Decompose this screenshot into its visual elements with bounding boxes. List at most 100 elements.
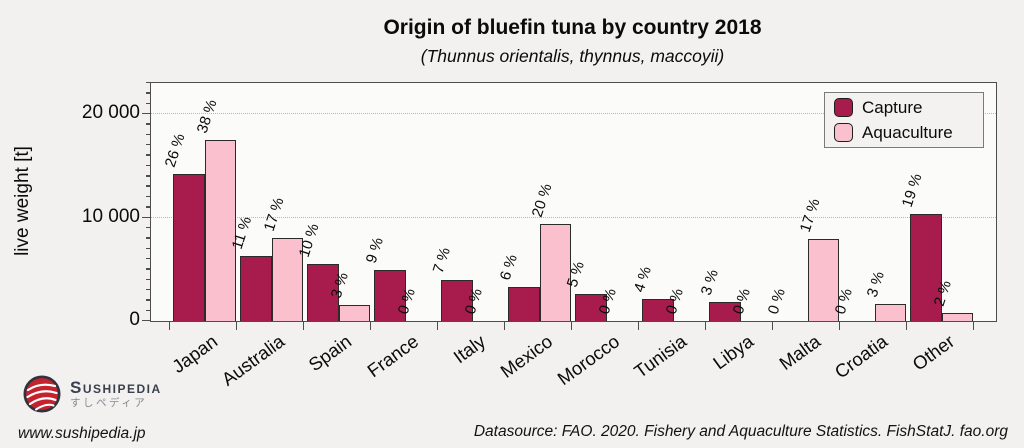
bar-capture-morocco [575,294,607,321]
bar-capture-libya [709,301,741,321]
y-minor-tick-6000 [145,257,150,260]
y-tick-label-10000: 10 000 [81,205,140,227]
x-group-tick-3 [370,322,372,330]
percent-label-aquaculture-croatia: 3 % [863,269,888,300]
bar-aquaculture-australia [271,238,303,321]
x-group-tick-1 [236,322,238,330]
y-minor-tick-22000 [145,92,150,94]
x-group-tick-5 [504,322,506,330]
x-label-mexico: Mexico [495,330,556,382]
chart-title: Origin of bluefin tuna by country 2018 [383,16,762,39]
legend: Capture Aquaculture [824,92,984,148]
y-minor-tick-19000 [145,123,150,125]
legend-label-aquaculture: Aquaculture [862,123,953,142]
x-label-malta: Malta [774,330,824,374]
bar-capture-australia [240,255,272,321]
y-major-tick-20000 [142,113,150,115]
legend-item-aquaculture: Aquaculture [825,122,983,144]
x-label-spain: Spain [304,330,355,376]
y-minor-tick-11000 [145,206,150,208]
x-label-australia: Australia [217,330,288,390]
y-major-tick-10000 [142,216,150,218]
percent-label-aquaculture-libya: 0 % [729,286,754,317]
capture-swatch [834,98,853,117]
y-major-tick-0 [142,320,150,322]
y-minor-tick-3000 [145,288,150,291]
y-minor-tick-8000 [145,237,150,239]
x-group-tick-10 [839,322,841,330]
bar-aquaculture-malta [807,239,839,321]
bar-capture-japan [173,173,205,321]
y-minor-tick-14000 [145,175,150,177]
website-url: www.sushipedia.jp [18,425,146,442]
percent-label-aquaculture-malta: 17 % [796,196,824,235]
percent-label-capture-japan: 26 % [161,131,189,169]
x-label-tunisia: Tunisia [629,330,690,383]
x-label-france: France [362,330,422,382]
datasource-note: Datasource: FAO. 2020. Fishery and Aquac… [473,423,1008,440]
percent-label-aquaculture-australia: 17 % [260,195,288,234]
y-minor-tick-17000 [145,144,150,146]
x-group-tick-4 [437,322,439,330]
legend-label-capture: Capture [862,98,923,117]
y-minor-tick-16000 [145,154,150,156]
x-group-tick-7 [638,322,640,330]
legend-item-capture: Capture [825,97,983,119]
percent-label-capture-other: 19 % [898,171,926,210]
percent-label-capture-malta: 0 % [764,286,789,317]
percent-label-aquaculture-morocco: 0 % [595,286,620,317]
y-minor-tick-13000 [145,185,150,187]
x-group-tick-6 [571,322,573,330]
y-tick-label-20000: 20 000 [81,102,140,124]
percent-label-capture-tunisia: 4 % [630,264,655,295]
bar-capture-spain [307,264,339,321]
y-minor-tick-7000 [145,247,150,249]
sushipedia-logo-icon [23,375,61,413]
y-minor-tick-21000 [145,102,150,105]
bar-capture-france [374,270,406,321]
y-minor-tick-5000 [145,268,150,270]
bar-capture-italy [441,280,473,321]
x-label-italy: Italy [448,330,489,368]
bar-aquaculture-other [941,312,973,321]
bar-capture-tunisia [642,298,674,321]
y-minor-tick-23000 [145,82,150,84]
aquaculture-swatch [834,123,853,142]
percent-label-aquaculture-japan: 38 % [193,97,221,136]
y-minor-tick-15000 [145,164,150,167]
x-group-tick-11 [906,322,908,330]
x-label-japan: Japan [167,330,221,377]
bar-aquaculture-mexico [539,224,571,321]
x-group-tick-9 [772,322,774,330]
bar-aquaculture-croatia [874,304,906,321]
chart-subtitle: (Thunnus orientalis, thynnus, maccoyii) [420,46,725,66]
sushipedia-logo: Sushipedia すしペディア [22,374,162,414]
x-label-croatia: Croatia [830,330,891,383]
gridline-20000 [151,113,996,115]
bar-capture-other [910,213,942,321]
gridline-10000 [151,216,996,218]
x-group-tick-2 [303,322,305,330]
x-label-morocco: Morocco [552,330,623,390]
percent-label-aquaculture-tunisia: 0 % [662,286,687,317]
percent-label-aquaculture-mexico: 20 % [528,181,556,220]
percent-label-capture-france: 9 % [362,235,387,266]
brand-name-japanese: すしペディア [70,397,148,410]
y-minor-tick-18000 [145,133,150,136]
x-label-libya: Libya [708,330,757,374]
percent-label-capture-italy: 7 % [429,245,454,276]
y-tick-label-0: 0 [129,309,140,330]
percent-label-capture-libya: 3 % [697,267,722,298]
y-minor-tick-12000 [145,195,150,198]
bar-aquaculture-spain [338,305,370,321]
x-label-other: Other [907,330,958,375]
x-group-tick-0 [169,322,171,330]
bar-capture-mexico [508,286,540,321]
percent-label-capture-spain: 10 % [295,221,323,260]
y-minor-tick-4000 [145,278,150,280]
y-minor-tick-1000 [145,309,150,312]
x-group-tick-12 [973,322,975,330]
brand-name: Sushipedia [70,377,162,397]
brand-text-block: Sushipedia すしペディア [70,377,162,410]
